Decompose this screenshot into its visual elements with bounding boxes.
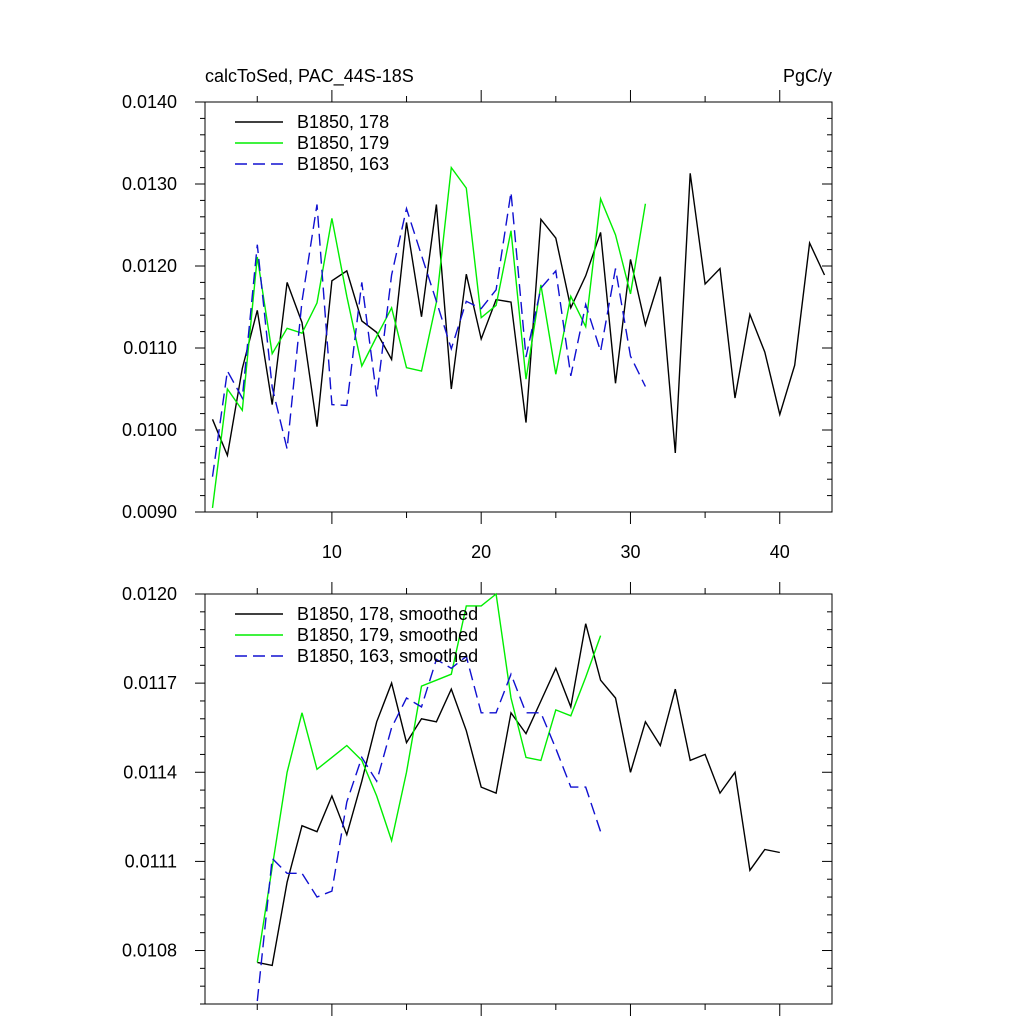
- y-tick-label: 0.0120: [122, 256, 177, 276]
- series-line-b1850-178: [213, 173, 825, 455]
- y-tick-label: 0.0090: [122, 502, 177, 522]
- panel-2: [195, 582, 832, 1016]
- series-line-b1850-178-smoothed: [257, 624, 780, 966]
- y-tick-label: 0.0117: [123, 673, 177, 693]
- x-tick-label: 10: [322, 542, 342, 562]
- legend-label: B1850, 163: [297, 154, 389, 174]
- y-tick-label: 0.0120: [122, 584, 177, 604]
- chart-units: PgC/y: [783, 66, 832, 86]
- legend-label: B1850, 178, smoothed: [297, 604, 478, 624]
- legend-label: B1850, 163, smoothed: [297, 646, 478, 666]
- x-tick-label: 30: [620, 542, 640, 562]
- legend-label: B1850, 179, smoothed: [297, 625, 478, 645]
- y-tick-label: 0.0110: [123, 338, 177, 358]
- chart-title: calcToSed, PAC_44S-18S: [205, 66, 414, 87]
- panel-1: [195, 90, 832, 524]
- y-tick-label: 0.0140: [122, 92, 177, 112]
- x-tick-label: 20: [471, 542, 491, 562]
- y-tick-label: 0.0130: [122, 174, 177, 194]
- x-tick-label: 40: [770, 542, 790, 562]
- y-tick-label: 0.0100: [122, 420, 177, 440]
- y-tick-label: 0.0108: [122, 941, 177, 961]
- y-tick-label: 0.0111: [125, 851, 177, 871]
- legend-label: B1850, 178: [297, 112, 389, 132]
- series-line-b1850-179: [213, 168, 646, 508]
- legend-label: B1850, 179: [297, 133, 389, 153]
- y-tick-label: 0.0114: [123, 762, 177, 782]
